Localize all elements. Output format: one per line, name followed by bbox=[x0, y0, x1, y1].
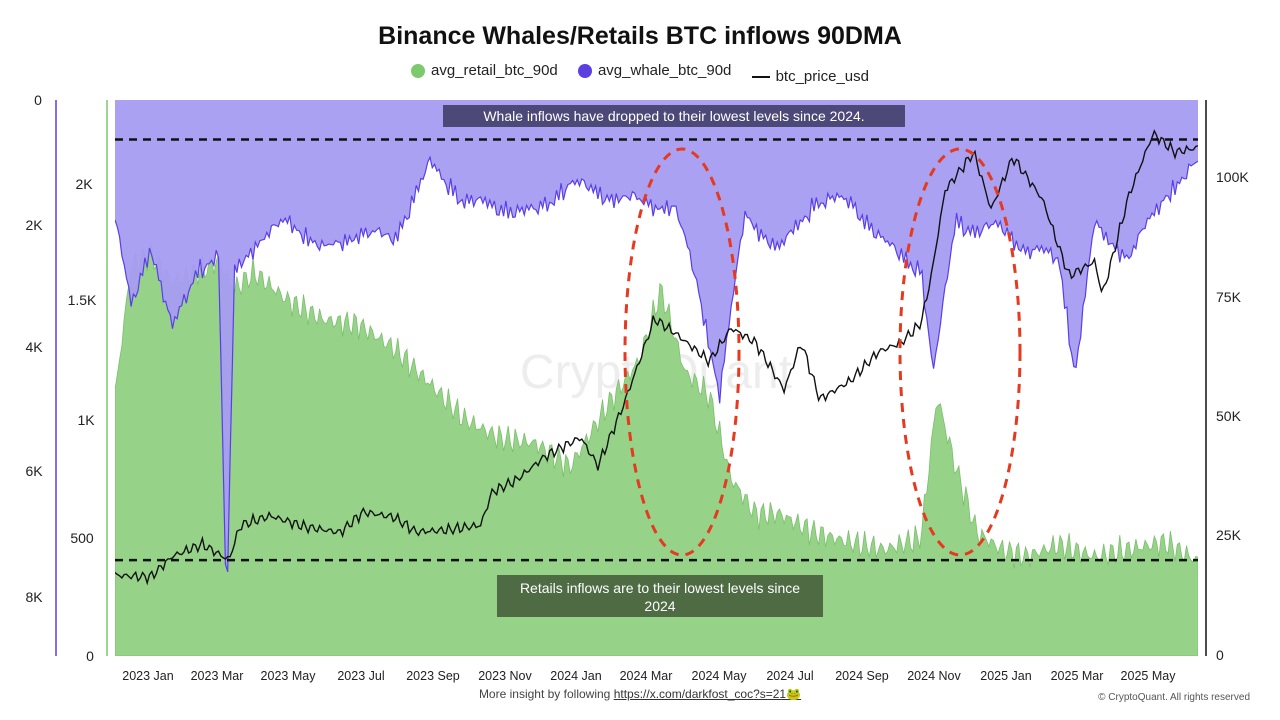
x-tick-label: 2023 Sep bbox=[406, 669, 460, 683]
price-line bbox=[115, 129, 1198, 586]
legend-item-retail[interactable]: avg_retail_btc_90d bbox=[411, 62, 558, 79]
whale-line bbox=[115, 155, 1198, 572]
whale-tick-label: 8K bbox=[25, 589, 43, 605]
x-tick-label: 2024 May bbox=[692, 669, 748, 683]
x-tick-label: 2024 Jan bbox=[550, 669, 601, 683]
copyright: © CryptoQuant. All rights reserved bbox=[1098, 692, 1250, 703]
whale-tick-label: 0 bbox=[34, 92, 42, 108]
legend: avg_retail_btc_90d avg_whale_btc_90d btc… bbox=[0, 62, 1280, 85]
whale-tick-label: 6K bbox=[25, 463, 43, 479]
footer-link[interactable]: https://x.com/darkfost_coc?s=21🐸 bbox=[613, 687, 802, 701]
whale-area bbox=[115, 100, 1198, 572]
x-tick-label: 2024 Nov bbox=[907, 669, 961, 683]
legend-item-price[interactable]: btc_price_usd bbox=[751, 68, 869, 85]
x-tick-label: 2023 Nov bbox=[478, 669, 532, 683]
retail-annotation-box bbox=[497, 575, 823, 617]
whale-annotation-box bbox=[443, 105, 905, 127]
price-tick-label: 100K bbox=[1216, 169, 1249, 185]
legend-swatch-price bbox=[751, 75, 770, 78]
highlight-ellipse-1 bbox=[623, 147, 741, 557]
chart-title: Binance Whales/Retails BTC inflows 90DMA bbox=[378, 22, 902, 50]
x-tick-label: 2025 May bbox=[1121, 669, 1177, 683]
x-tick-label: 2023 Jul bbox=[337, 669, 384, 683]
price-tick-label: 25K bbox=[1216, 527, 1242, 543]
retail-annotation-text-line2: 2024 bbox=[644, 598, 675, 614]
legend-label-price: btc_price_usd bbox=[775, 68, 869, 85]
x-tick-label: 2024 Mar bbox=[620, 669, 673, 683]
price-tick-label: 0 bbox=[1216, 647, 1224, 663]
whale-tick-label: 2K bbox=[25, 217, 43, 233]
x-tick-label: 2024 Jul bbox=[766, 669, 813, 683]
retail-tick-label: 500 bbox=[70, 530, 94, 546]
footer-text: More insight by following bbox=[478, 687, 611, 701]
whale-tick-label: 4K bbox=[25, 339, 43, 355]
retail-tick-label: 1K bbox=[77, 412, 95, 428]
x-tick-label: 2024 Sep bbox=[835, 669, 889, 683]
legend-swatch-whale bbox=[577, 63, 592, 78]
whale-annotation-text: Whale inflows have dropped to their lowe… bbox=[483, 108, 864, 124]
price-tick-label: 75K bbox=[1216, 289, 1242, 305]
x-tick-label: 2025 Mar bbox=[1051, 669, 1104, 683]
legend-label-retail: avg_retail_btc_90d bbox=[431, 62, 558, 79]
legend-label-whale: avg_whale_btc_90d bbox=[597, 62, 732, 79]
x-tick-label: 2025 Jan bbox=[980, 669, 1031, 683]
price-tick-label: 50K bbox=[1216, 408, 1242, 424]
legend-swatch-retail bbox=[411, 63, 426, 78]
retail-tick-label: 2K bbox=[75, 176, 93, 192]
retail-tick-label: 1.5K bbox=[68, 292, 97, 308]
retail-area bbox=[115, 242, 1198, 656]
x-tick-label: 2023 May bbox=[261, 669, 317, 683]
x-tick-label: 2023 Jan bbox=[122, 669, 173, 683]
footer: More insight by following https://x.com/… bbox=[0, 687, 1280, 701]
retail-annotation-text-line1: Retails inflows are to their lowest leve… bbox=[520, 580, 800, 596]
legend-item-whale[interactable]: avg_whale_btc_90d bbox=[577, 62, 732, 79]
x-tick-label: 2023 Mar bbox=[191, 669, 244, 683]
highlight-ellipse-2 bbox=[898, 147, 1022, 557]
retail-tick-label: 0 bbox=[86, 648, 94, 664]
